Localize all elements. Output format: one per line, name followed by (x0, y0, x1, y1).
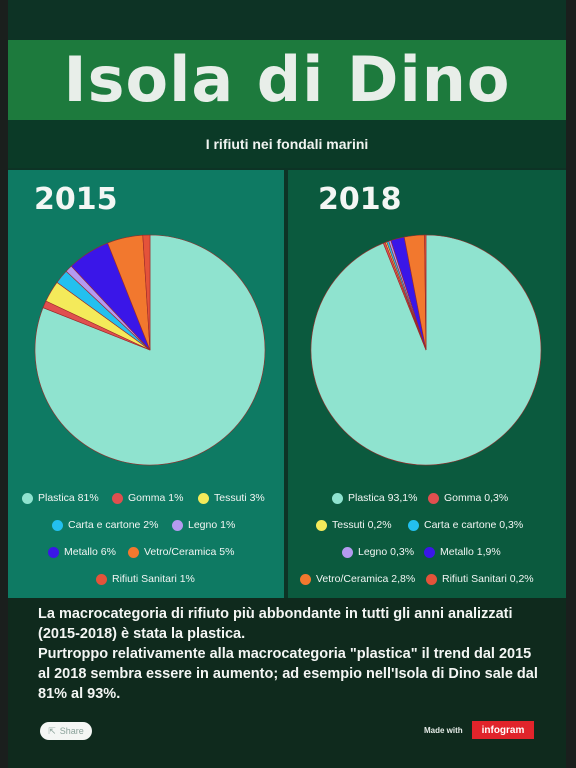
legend-swatch (300, 573, 311, 585)
note-line-2: Purtroppo relativamente alla macrocatego… (38, 646, 538, 702)
legend-swatch (424, 546, 435, 558)
legend-item-0-2[interactable]: Tessuti 3% (198, 492, 265, 504)
legend-swatch (22, 492, 33, 504)
pie-chart-2015 (34, 234, 266, 466)
page-subtitle: I rifiuti nei fondali marini (205, 136, 369, 152)
notes-section (8, 598, 566, 768)
made-with-label: Made with (424, 726, 463, 735)
chart-panel-2018: 2018 Plastica 93,1% Gomma 0,3% Tessuti 0,2… (288, 170, 566, 598)
legend-label: Legno 0,3% (358, 546, 415, 558)
note-line-1: La macrocategoria di rifiuto più abbonda… (38, 606, 513, 642)
page-title: Isola di Dino (63, 43, 511, 116)
pie-slice-0-0[interactable] (34, 234, 266, 466)
legend-swatch (428, 492, 439, 504)
legend-swatch (112, 492, 123, 504)
chart-panel-2015: 2015 Plastica 81% Gomma 1% Tessuti 3% Carta… (8, 170, 284, 598)
legend-label: Plastica 93,1% (348, 492, 418, 504)
chart-title-2018: 2018 (318, 182, 402, 217)
legend-label: Vetro/Ceramica 2,8% (316, 573, 416, 585)
legend-swatch (408, 519, 419, 531)
legend-swatch (48, 546, 59, 558)
infogram-logo-button[interactable]: infogram (472, 721, 534, 739)
legend-item-0-3[interactable]: Carta e cartone 2% (52, 519, 158, 531)
pie-chart-2018 (310, 234, 542, 466)
legend-swatch (198, 492, 209, 504)
share-label: Share (59, 726, 84, 736)
legend-label: Gomma 0,3% (444, 492, 509, 504)
legend-item-0-1[interactable]: Gomma 1% (112, 492, 183, 504)
pie-slice-1-7[interactable] (424, 234, 427, 351)
legend-label: Carta e cartone 2% (68, 519, 159, 531)
legend-item-1-2[interactable]: Tessuti 0,2% (316, 519, 392, 531)
legend-label: Metallo 1,9% (440, 546, 501, 558)
legend-swatch (172, 519, 183, 531)
legend-item-1-5[interactable]: Metallo 1,9% (424, 546, 501, 558)
legend-item-1-7[interactable]: Rifiuti Sanitari 0,2% (426, 573, 534, 585)
legend-label: Vetro/Ceramica 5% (144, 546, 235, 558)
legend-label: Plastica 81% (38, 492, 99, 504)
legend-swatch (316, 519, 327, 531)
legend-item-1-6[interactable]: Vetro/Ceramica 2,8% (300, 573, 415, 585)
legend-label: Rifiuti Sanitari 0,2% (442, 573, 534, 585)
legend-label: Legno 1% (188, 519, 236, 531)
legend-label: Tessuti 3% (214, 492, 265, 504)
legend-item-1-0[interactable]: Plastica 93,1% (332, 492, 417, 504)
chart-title-2015: 2015 (34, 182, 118, 217)
legend-item-0-6[interactable]: Vetro/Ceramica 5% (128, 546, 234, 558)
legend-label: Tessuti 0,2% (332, 519, 392, 531)
legend-label: Rifiuti Sanitari 1% (112, 573, 195, 585)
legend-label: Metallo 6% (64, 546, 116, 558)
legend-swatch (96, 573, 107, 585)
notes-text: La macrocategoria di rifiuto più abbonda… (38, 604, 538, 704)
legend-swatch (332, 492, 343, 504)
legend-item-0-7[interactable]: Rifiuti Sanitari 1% (96, 573, 195, 585)
share-button[interactable]: ⇱ Share (40, 722, 92, 740)
legend-swatch (426, 573, 437, 585)
legend-item-1-4[interactable]: Legno 0,3% (342, 546, 414, 558)
legend-label: Gomma 1% (128, 492, 184, 504)
legend-item-1-3[interactable]: Carta e cartone 0,3% (408, 519, 523, 531)
legend-item-1-1[interactable]: Gomma 0,3% (428, 492, 508, 504)
title-band (8, 40, 566, 120)
legend-item-0-0[interactable]: Plastica 81% (22, 492, 99, 504)
subtitle-band (8, 120, 566, 168)
legend-swatch (128, 546, 139, 558)
legend-label: Carta e cartone 0,3% (424, 519, 524, 531)
legend-item-0-5[interactable]: Metallo 6% (48, 546, 116, 558)
legend-swatch (52, 519, 63, 531)
legend-item-0-4[interactable]: Legno 1% (172, 519, 235, 531)
pie-slice-0-7[interactable] (142, 234, 151, 351)
share-icon: ⇱ (48, 725, 56, 736)
legend-swatch (342, 546, 353, 558)
